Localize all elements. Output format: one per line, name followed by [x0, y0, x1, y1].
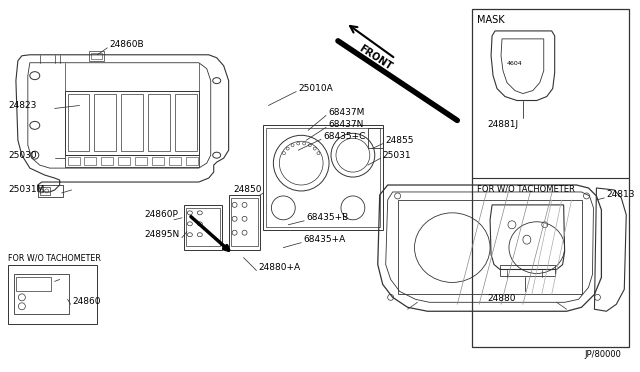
Bar	[90, 51, 104, 61]
Text: 25031: 25031	[383, 151, 412, 160]
Bar	[68, 93, 90, 151]
Text: FRONT: FRONT	[357, 43, 394, 71]
Text: 68435+B: 68435+B	[306, 213, 348, 222]
Bar	[65, 90, 199, 155]
Text: FOR W/O TACHOMETER: FOR W/O TACHOMETER	[8, 254, 101, 263]
Bar	[152, 157, 164, 165]
Bar	[118, 157, 130, 165]
Text: 68437N: 68437N	[328, 120, 364, 129]
Bar	[101, 157, 113, 165]
Bar	[16, 278, 51, 291]
Text: 24880+A: 24880+A	[259, 263, 301, 272]
Text: 68435+C: 68435+C	[323, 132, 365, 141]
Text: 25031M: 25031M	[8, 186, 44, 195]
Bar	[68, 157, 79, 165]
Text: 24813: 24813	[606, 190, 635, 199]
Text: 68435+A: 68435+A	[303, 235, 346, 244]
Bar	[92, 53, 102, 59]
Text: 24895N: 24895N	[144, 230, 179, 239]
Text: 24860P: 24860P	[144, 210, 178, 219]
Text: 4604: 4604	[507, 61, 523, 66]
Bar	[135, 157, 147, 165]
Bar	[264, 125, 383, 230]
Bar	[228, 195, 260, 250]
Bar	[8, 264, 97, 324]
Text: 24880: 24880	[487, 294, 516, 303]
Text: MASK: MASK	[477, 15, 505, 25]
Bar	[14, 275, 68, 314]
Bar	[397, 200, 582, 294]
Bar	[186, 208, 220, 246]
Bar	[38, 185, 63, 197]
Bar	[95, 93, 116, 151]
Bar	[230, 198, 259, 246]
Bar	[500, 264, 555, 276]
Text: 24855: 24855	[386, 136, 414, 145]
Text: 24860B: 24860B	[109, 40, 144, 49]
Bar	[169, 157, 181, 165]
Text: JP/80000: JP/80000	[584, 350, 621, 359]
Bar	[148, 93, 170, 151]
Bar	[65, 155, 199, 167]
Text: FOR W/O TACHOMETER: FOR W/O TACHOMETER	[477, 184, 575, 193]
Bar	[121, 93, 143, 151]
Bar	[175, 93, 197, 151]
Text: 24823: 24823	[8, 101, 36, 110]
Text: 25030: 25030	[8, 151, 36, 160]
Bar	[186, 157, 198, 165]
Bar	[472, 9, 629, 347]
Bar	[368, 128, 383, 148]
Text: 24881J: 24881J	[487, 121, 518, 129]
Text: 24860: 24860	[72, 297, 101, 306]
Text: 25010A: 25010A	[298, 84, 333, 93]
Text: 24850: 24850	[234, 186, 262, 195]
Bar	[40, 187, 50, 195]
Bar	[84, 157, 97, 165]
Text: 68437M: 68437M	[328, 108, 364, 117]
Bar	[184, 205, 221, 250]
Bar	[266, 128, 380, 227]
